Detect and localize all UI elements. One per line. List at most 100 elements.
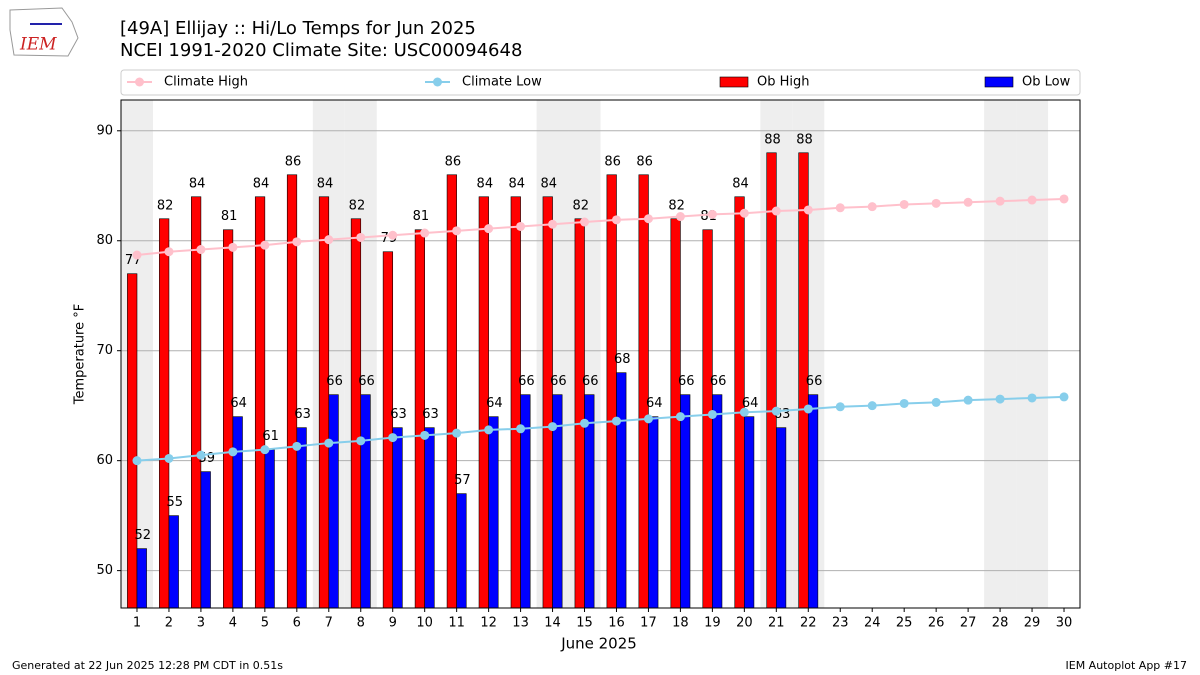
- x-tick-label: 8: [357, 616, 365, 631]
- bar-value-label: 84: [509, 176, 526, 191]
- line-marker: [548, 422, 558, 432]
- line-marker: [484, 425, 494, 435]
- x-tick-label: 25: [896, 616, 913, 631]
- bar-value-label: 84: [317, 176, 334, 191]
- bar-value-label: 64: [742, 396, 759, 411]
- y-tick-label: 60: [96, 453, 113, 468]
- line-marker: [292, 441, 302, 451]
- bar-value-label: 68: [614, 352, 631, 367]
- bar: [680, 394, 691, 609]
- bar-value-label: 88: [764, 132, 781, 147]
- x-tick-label: 18: [672, 616, 689, 631]
- bar: [168, 515, 179, 609]
- logo: IEM: [9, 7, 79, 57]
- line-marker: [867, 401, 877, 411]
- line-marker: [1059, 194, 1069, 204]
- line-marker: [707, 209, 717, 219]
- line-marker: [164, 247, 174, 257]
- line-marker: [899, 398, 909, 408]
- bar: [191, 196, 202, 609]
- bar: [574, 218, 585, 609]
- bar: [766, 152, 777, 609]
- line-marker: [452, 226, 462, 236]
- x-tick-label: 12: [480, 616, 497, 631]
- bar-value-label: 63: [390, 407, 407, 422]
- bar: [776, 427, 787, 609]
- bar: [254, 196, 266, 609]
- bar: [744, 416, 755, 609]
- y-tick-label: 90: [96, 123, 113, 138]
- line-marker: [611, 215, 621, 225]
- line-marker: [228, 447, 238, 457]
- bar: [712, 394, 723, 609]
- bar-value-label: 84: [477, 176, 494, 191]
- bar: [456, 493, 467, 609]
- bar-value-label: 64: [646, 396, 663, 411]
- line-marker: [228, 242, 238, 252]
- bar-value-label: 66: [678, 374, 695, 389]
- bar: [350, 218, 362, 609]
- bar-value-label: 82: [668, 198, 685, 213]
- line-marker: [292, 237, 302, 247]
- legend-label: Ob High: [757, 75, 810, 90]
- line-marker: [803, 205, 813, 215]
- line-marker: [611, 416, 621, 426]
- line-marker: [995, 196, 1005, 206]
- x-tick-label: 28: [992, 616, 1009, 631]
- bar-value-label: 86: [285, 154, 302, 169]
- bar-value-label: 86: [445, 154, 462, 169]
- line-marker: [1027, 393, 1037, 403]
- line-marker: [580, 418, 590, 428]
- x-tick-label: 5: [261, 616, 269, 631]
- line-marker: [739, 407, 749, 417]
- legend-label: Climate High: [164, 75, 248, 90]
- line-marker: [771, 206, 781, 216]
- bar: [392, 427, 403, 609]
- x-tick-label: 3: [197, 616, 205, 631]
- x-tick-label: 27: [960, 616, 977, 631]
- legend-label: Climate Low: [462, 75, 542, 90]
- line-marker: [675, 412, 685, 422]
- x-tick-label: 9: [389, 616, 397, 631]
- bar: [382, 251, 394, 609]
- line-marker: [324, 235, 334, 245]
- x-tick-label: 4: [229, 616, 237, 631]
- line-marker: [580, 217, 590, 227]
- bar: [360, 394, 371, 609]
- bar-value-label: 66: [806, 374, 823, 389]
- bar-value-label: 57: [454, 473, 471, 488]
- x-tick-label: 17: [640, 616, 657, 631]
- line-marker: [771, 406, 781, 416]
- x-tick-label: 19: [704, 616, 721, 631]
- line-marker: [420, 430, 430, 440]
- bar-value-label: 63: [294, 407, 311, 422]
- line-marker: [707, 409, 717, 419]
- bar-value-label: 63: [422, 407, 439, 422]
- x-tick-label: 29: [1024, 616, 1041, 631]
- bar-value-label: 88: [796, 132, 813, 147]
- bar: [606, 174, 617, 609]
- x-tick-label: 10: [416, 616, 433, 631]
- x-tick-label: 6: [293, 616, 301, 631]
- legend-swatch: [719, 76, 749, 88]
- line-marker: [452, 428, 462, 438]
- line-marker: [995, 394, 1005, 404]
- bar: [424, 427, 435, 609]
- bar-value-label: 81: [413, 209, 430, 224]
- line-marker: [835, 203, 845, 213]
- x-tick-label: 20: [736, 616, 753, 631]
- bar: [159, 218, 170, 609]
- bar-value-label: 86: [604, 154, 621, 169]
- chart-title: [49A] Ellijay :: Hi/Lo Temps for Jun 202…: [120, 18, 476, 39]
- bar: [648, 416, 659, 609]
- line-marker: [675, 212, 685, 222]
- legend-marker: [135, 77, 144, 87]
- bar-value-label: 66: [550, 374, 567, 389]
- bar-value-label: 64: [230, 396, 247, 411]
- bar: [510, 196, 521, 609]
- line-marker: [196, 245, 206, 255]
- line-marker: [516, 424, 526, 434]
- line: [136, 395, 1065, 462]
- bar: [318, 196, 330, 609]
